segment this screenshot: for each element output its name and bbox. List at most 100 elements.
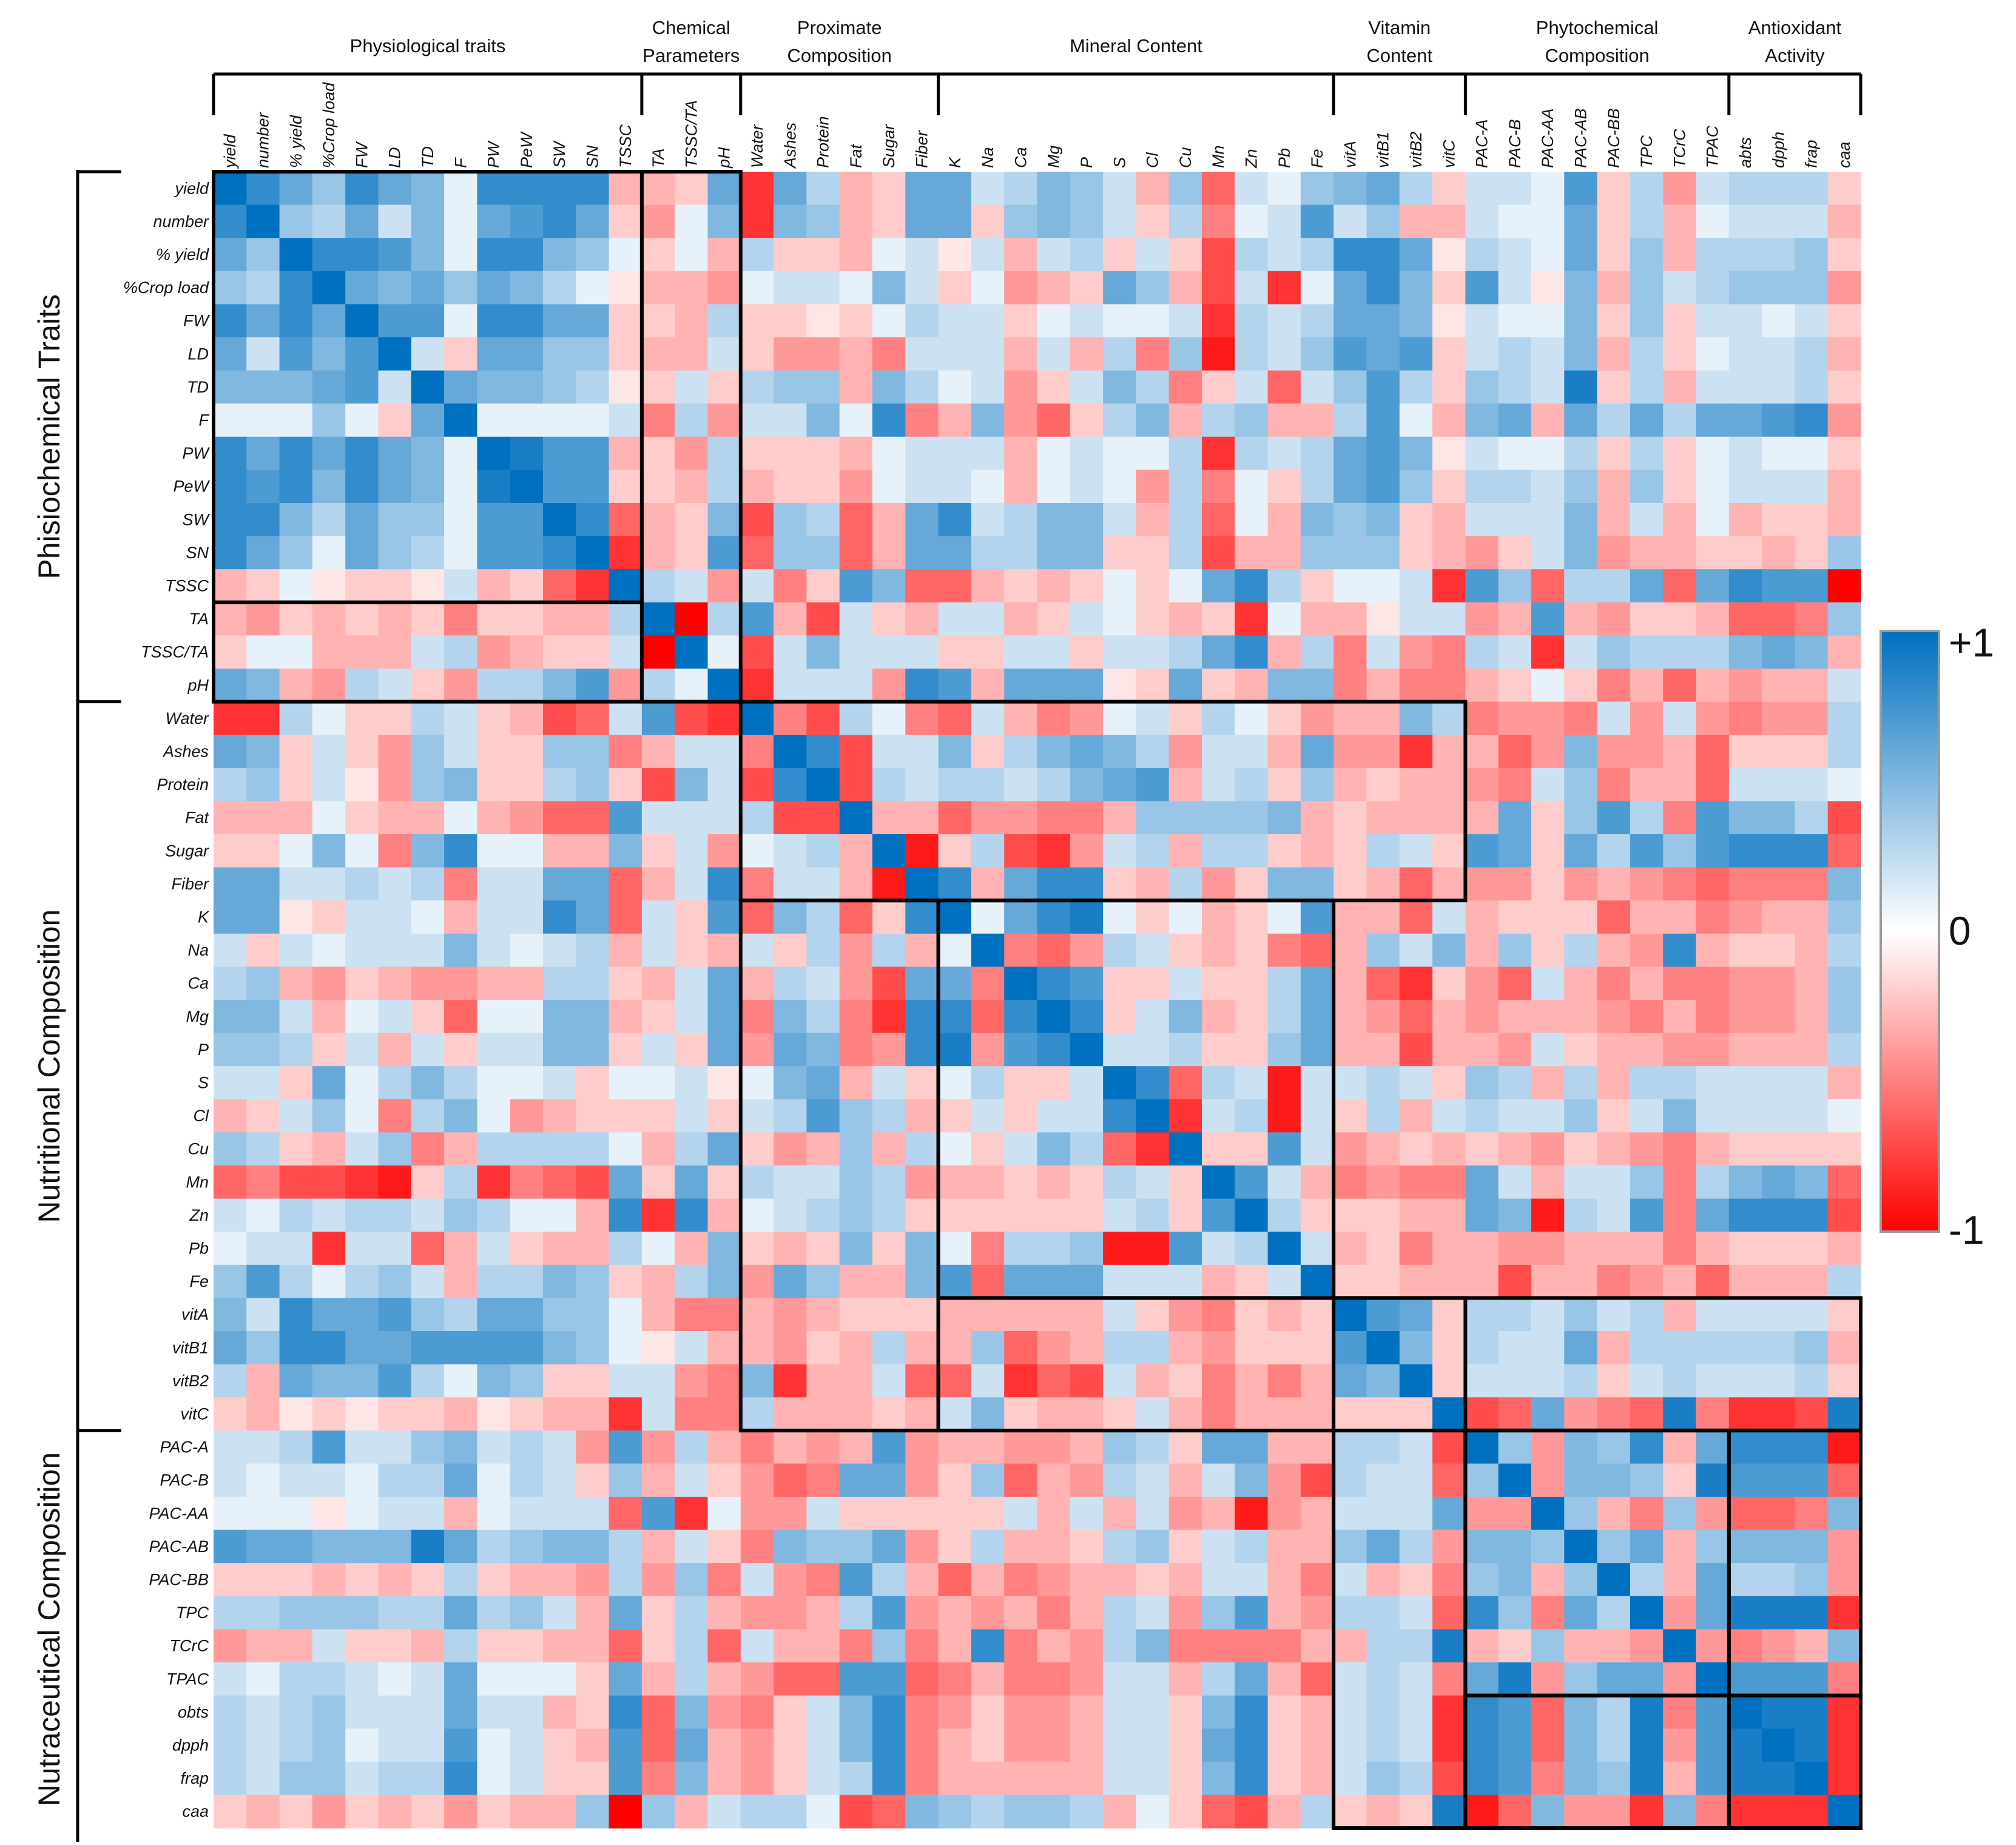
- heatmap-cell-r29-c12: [609, 1132, 642, 1166]
- heatmap-cell-r35-c24: [1004, 1331, 1038, 1365]
- heatmap-cell-r30-c16: [740, 1165, 774, 1199]
- heatmap-cell-r47-c20: [872, 1729, 906, 1762]
- heatmap-cell-r18-c9: [510, 767, 544, 801]
- heatmap-cell-r22-c19: [839, 900, 873, 934]
- heatmap-cell-r10-c45: [1696, 503, 1730, 537]
- heatmap-cell-r1-c45: [1696, 204, 1730, 238]
- heatmap-cell-r18-c6: [411, 767, 445, 801]
- heatmap-cell-r13-c4: [345, 602, 379, 636]
- heatmap-cell-r21-c11: [576, 867, 610, 901]
- heatmap-cell-r38-c1: [246, 1430, 280, 1464]
- heatmap-cell-r6-c15: [707, 370, 741, 404]
- heatmap-cell-r26-c47: [1762, 1033, 1795, 1067]
- heatmap-cell-r14-c17: [774, 635, 807, 669]
- heatmap-cell-r3-c43: [1630, 271, 1664, 305]
- heatmap-cell-r39-c35: [1366, 1463, 1400, 1497]
- heatmap-cell-r18-c19: [839, 767, 873, 801]
- heatmap-cell-r28-c2: [279, 1099, 313, 1133]
- heatmap-cell-r38-c13: [641, 1430, 675, 1464]
- heatmap-cell-r34-c19: [839, 1298, 873, 1332]
- heatmap-cell-r0-c9: [510, 172, 544, 206]
- heatmap-cell-r21-c24: [1004, 867, 1038, 901]
- heatmap-cell-r28-c35: [1366, 1099, 1400, 1133]
- heatmap-cell-r31-c33: [1300, 1198, 1334, 1232]
- heatmap-cell-r20-c12: [609, 834, 642, 868]
- heatmap-cell-r9-c13: [641, 470, 675, 504]
- heatmap-cell-r39-c31: [1235, 1463, 1269, 1497]
- heatmap-cell-r11-c45: [1696, 536, 1730, 570]
- heatmap-cell-r19-c10: [543, 801, 576, 835]
- heatmap-cell-r44-c2: [279, 1629, 313, 1663]
- heatmap-cell-r31-c29: [1168, 1198, 1202, 1232]
- heatmap-cell-r2-c32: [1267, 238, 1301, 272]
- heatmap-cell-r38-c27: [1103, 1430, 1136, 1464]
- heatmap-cell-r45-c1: [246, 1662, 280, 1696]
- heatmap-cell-r17-c16: [740, 735, 774, 769]
- heatmap-cell-r24-c47: [1762, 966, 1795, 1000]
- heatmap-cell-r4-c29: [1168, 304, 1202, 338]
- highlight-block-11: [1727, 1693, 1863, 1830]
- heatmap-cell-r43-c39: [1498, 1596, 1532, 1630]
- heatmap-cell-r36-c13: [641, 1364, 675, 1398]
- heatmap-cell-r41-c34: [1333, 1530, 1367, 1563]
- column-label-6: TD: [419, 146, 437, 168]
- heatmap-cell-r40-c41: [1564, 1497, 1598, 1531]
- heatmap-cell-r23-c22: [938, 933, 972, 967]
- column-label-46: abts: [1736, 137, 1755, 168]
- heatmap-cell-r45-c24: [1004, 1662, 1038, 1696]
- heatmap-cell-r34-c33: [1300, 1298, 1334, 1332]
- heatmap-cell-r4-c11: [576, 304, 610, 338]
- heatmap-cell-r48-c41: [1564, 1761, 1598, 1795]
- heatmap-cell-r17-c13: [641, 735, 675, 769]
- heatmap-cell-r19-c0: [214, 801, 247, 835]
- heatmap-cell-r27-c41: [1564, 1066, 1598, 1100]
- heatmap-cell-r24-c11: [576, 966, 610, 1000]
- heatmap-cell-r46-c22: [938, 1695, 972, 1729]
- column-label-9: PeW: [517, 131, 536, 168]
- heatmap-cell-r7-c35: [1366, 403, 1400, 437]
- heatmap-cell-r24-c30: [1202, 966, 1235, 1000]
- heatmap-cell-r0-c32: [1267, 172, 1301, 206]
- row-label-16: Water: [165, 709, 209, 727]
- heatmap-cell-r38-c36: [1399, 1430, 1433, 1464]
- heatmap-cell-r21-c46: [1728, 867, 1762, 901]
- heatmap-cell-r23-c28: [1136, 933, 1170, 967]
- heatmap-cell-r44-c15: [707, 1629, 741, 1663]
- heatmap-cell-r26-c22: [938, 1033, 972, 1067]
- heatmap-cell-r10-c36: [1399, 503, 1433, 537]
- heatmap-cell-r26-c15: [707, 1033, 741, 1067]
- heatmap-cell-r48-c22: [938, 1761, 972, 1795]
- heatmap-cell-r49-c22: [938, 1795, 972, 1829]
- heatmap-cell-r30-c19: [839, 1165, 873, 1199]
- heatmap-cell-r36-c24: [1004, 1364, 1038, 1398]
- heatmap-cell-r28-c0: [214, 1099, 247, 1133]
- heatmap-cell-r1-c39: [1498, 204, 1532, 238]
- heatmap-cell-r2-c43: [1630, 238, 1664, 272]
- heatmap-cell-r35-c42: [1597, 1331, 1631, 1365]
- heatmap-cell-r24-c40: [1531, 966, 1565, 1000]
- heatmap-cell-r8-c37: [1432, 436, 1466, 470]
- column-group-title-5-line-0: Phytochemical: [1536, 17, 1659, 38]
- heatmap-cell-r41-c35: [1366, 1530, 1400, 1563]
- heatmap-cell-r3-c29: [1168, 271, 1202, 305]
- heatmap-cell-r23-c25: [1037, 933, 1071, 967]
- heatmap-cell-r13-c17: [774, 602, 807, 636]
- column-label-33: Fe: [1308, 149, 1326, 168]
- heatmap-cell-r4-c8: [477, 304, 511, 338]
- heatmap-cell-r31-c6: [411, 1198, 445, 1232]
- heatmap-cell-r17-c30: [1202, 735, 1235, 769]
- heatmap-cell-r44-c28: [1136, 1629, 1170, 1663]
- heatmap-cell-r3-c35: [1366, 271, 1400, 305]
- heatmap-cell-r26-c8: [477, 1033, 511, 1067]
- heatmap-cell-r42-c1: [246, 1563, 280, 1597]
- heatmap-cell-r8-c32: [1267, 436, 1301, 470]
- heatmap-cell-r45-c0: [214, 1662, 247, 1696]
- heatmap-cell-r48-c27: [1103, 1761, 1136, 1795]
- heatmap-cell-r30-c25: [1037, 1165, 1071, 1199]
- heatmap-cell-r34-c32: [1267, 1298, 1301, 1332]
- heatmap-cell-r41-c41: [1564, 1530, 1598, 1563]
- heatmap-cell-r5-c22: [938, 337, 972, 371]
- heatmap-cell-r8-c11: [576, 436, 610, 470]
- heatmap-cell-r45-c14: [675, 1662, 709, 1696]
